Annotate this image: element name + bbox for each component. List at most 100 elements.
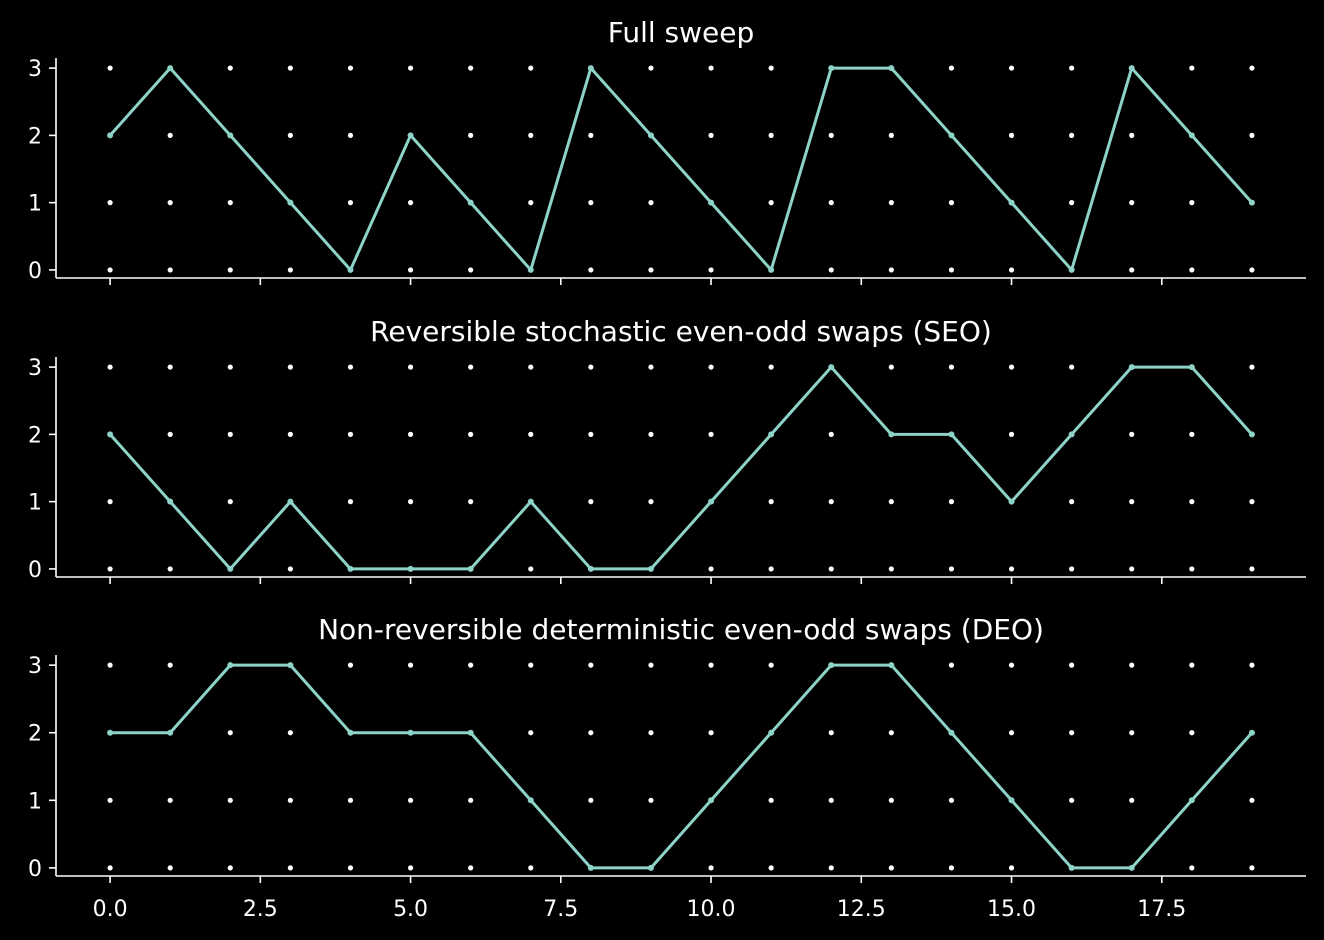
data-point (1248, 431, 1255, 438)
grid-dot (1069, 499, 1075, 505)
grid-dot (227, 865, 233, 871)
grid-dot (648, 797, 654, 803)
grid-dot (468, 431, 474, 437)
data-point (888, 65, 895, 72)
data-point (647, 565, 654, 572)
grid-dot (648, 200, 654, 206)
grid-dot (347, 200, 354, 206)
data-point (1068, 431, 1075, 438)
grid-dot (888, 797, 894, 803)
grid-dot (528, 364, 534, 370)
data-point (167, 498, 174, 505)
grid-dot (1129, 431, 1135, 437)
grid-dot (1008, 364, 1015, 370)
grid-dot (588, 499, 594, 505)
data-point (107, 729, 114, 736)
grid-dot (1069, 730, 1075, 736)
grid-dot (1129, 797, 1135, 803)
grid-dot (528, 132, 534, 138)
data-point (1008, 797, 1015, 804)
grid-dot (1008, 865, 1015, 871)
grid-dot (708, 730, 714, 736)
grid-dot (1129, 132, 1135, 138)
data-point (948, 729, 955, 736)
data-point (1008, 199, 1015, 206)
grid-dot (227, 267, 233, 273)
grid-dot (888, 499, 894, 505)
grid-dot (828, 132, 834, 138)
grid-dot (528, 865, 534, 871)
data-point (587, 864, 594, 871)
grid-dot (828, 730, 834, 736)
x-tick-label: 17.5 (1137, 897, 1186, 922)
panel-title: Full sweep (608, 16, 755, 49)
grid-dot (1008, 132, 1015, 138)
grid-dot (828, 267, 834, 273)
y-tick-label: 0 (28, 259, 42, 284)
grid-dot (708, 431, 714, 437)
data-point (647, 132, 654, 139)
grid-dot (528, 431, 534, 437)
data-point (527, 266, 534, 273)
grid-dot (287, 267, 293, 273)
grid-dot (648, 65, 654, 71)
data-point (467, 729, 474, 736)
data-point (1128, 364, 1135, 371)
grid-dot (347, 662, 354, 668)
grid-dot (588, 200, 594, 206)
grid-dot (167, 566, 173, 572)
panel-deo: Non-reversible deterministic even-odd sw… (28, 613, 1306, 922)
grid-dot (768, 566, 774, 572)
grid-dot (1249, 364, 1255, 370)
grid-dot (588, 267, 594, 273)
y-tick-label: 0 (28, 857, 42, 882)
data-point (287, 199, 294, 206)
grid-dot (347, 499, 354, 505)
grid-dot (1249, 65, 1255, 71)
data-point (407, 729, 414, 736)
data-point (407, 132, 414, 139)
grid-dot (768, 65, 774, 71)
grid-dot (768, 200, 774, 206)
data-point (888, 431, 895, 438)
grid-dot (468, 662, 474, 668)
grid-dot (588, 431, 594, 437)
y-tick-label: 2 (28, 124, 42, 149)
grid-dot (528, 730, 534, 736)
grid-dot (588, 797, 594, 803)
grid-dot (1189, 662, 1195, 668)
grid-dot (1008, 65, 1015, 71)
data-point (768, 431, 775, 438)
data-point (1188, 364, 1195, 371)
grid-dot (287, 797, 293, 803)
grid-dot (648, 364, 654, 370)
grid-dot (888, 267, 894, 273)
grid-dot (407, 65, 414, 71)
grid-dot (828, 566, 834, 572)
y-tick-label: 3 (28, 654, 42, 679)
data-point (407, 565, 414, 572)
axes: 0 1 2 3 0.0 2.5 5.0 7.5 10.0 12.5 15.0 17.5 (28, 654, 1306, 922)
series-line (108, 365, 1254, 571)
grid-dot (888, 566, 894, 572)
grid-dot (708, 267, 714, 273)
data-point (1068, 266, 1075, 273)
grid-dot (347, 431, 354, 437)
data-point (1248, 199, 1255, 206)
grid-dot (347, 132, 354, 138)
series-markers (107, 364, 1255, 572)
grid-dot (287, 65, 293, 71)
grid-dot (107, 65, 113, 71)
grid-dot (227, 65, 233, 71)
data-point (587, 565, 594, 572)
series-line (108, 66, 1254, 272)
grid-dot (1069, 200, 1075, 206)
grid-dot (948, 865, 955, 871)
grid-dot (1189, 730, 1195, 736)
grid-dot (468, 267, 474, 273)
data-point (1128, 864, 1135, 871)
grid-dot (227, 797, 233, 803)
data-point (768, 729, 775, 736)
grid-dot (107, 566, 113, 572)
